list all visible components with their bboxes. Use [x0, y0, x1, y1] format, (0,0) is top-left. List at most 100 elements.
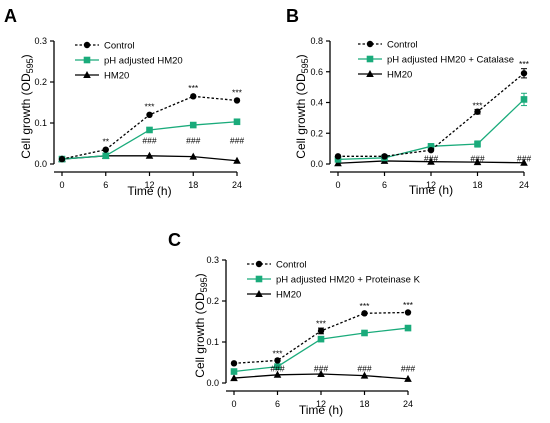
significance-label: ###: [314, 364, 328, 374]
y-axis-title-main: Cell growth (OD: [294, 73, 308, 159]
data-point-circle: [474, 108, 481, 115]
y-tick-label: 0.6: [310, 67, 323, 77]
series-triangle: [230, 369, 412, 382]
data-point-triangle: [427, 157, 435, 165]
significance-label: ***: [232, 87, 243, 97]
significance-label: ###: [186, 136, 200, 146]
data-point-circle: [334, 153, 342, 160]
series-square: [230, 324, 412, 375]
significance-label: ###: [517, 154, 531, 164]
data-point-triangle: [255, 290, 263, 297]
significance-label: ###: [270, 364, 284, 374]
data-point-circle: [230, 360, 238, 367]
y-axis-title-main: Cell growth (OD: [19, 73, 33, 159]
significance-label: ***: [145, 102, 156, 112]
x-tick-label: 6: [275, 399, 280, 409]
data-point-square: [233, 118, 241, 126]
data-point-circle: [381, 153, 388, 160]
x-tick-label: 12: [144, 180, 154, 190]
panel-letter: A: [4, 6, 17, 26]
data-point-triangle: [520, 158, 528, 166]
x-tick-label: 0: [231, 399, 236, 409]
legend-label: Control: [387, 40, 418, 51]
significance-label: ###: [230, 136, 244, 146]
x-tick-label: 18: [188, 180, 198, 190]
data-point-square: [230, 368, 238, 375]
data-point-triangle: [230, 374, 238, 382]
data-point-square: [189, 121, 197, 129]
data-point-triangle: [273, 370, 282, 378]
x-tick-label: 18: [472, 180, 482, 190]
chart-panel-b: B 0.0 0.2 0.4 0.6 0.8 0 6 12 18 24 Time (h) Cell gro…: [286, 6, 531, 197]
chart-panel-c: C 0.0 0.1 0.2 0.3 0 6 12 18 24 Time (h) Cell growth…: [168, 230, 421, 417]
data-point-circle: [404, 309, 412, 316]
y-axis-title-close: ): [294, 54, 308, 58]
y-tick-label: 0.0: [34, 159, 47, 169]
y-axis-title-subscript: 595: [300, 58, 310, 73]
panel-letter: B: [286, 6, 299, 26]
x-axis-title: Time (h): [409, 183, 453, 197]
x-tick-label: 24: [232, 180, 242, 190]
data-point-square: [366, 55, 374, 63]
y-axis-title-close: ): [193, 273, 207, 277]
x-axis-title: Time (h): [127, 184, 171, 198]
x-tick-label: 0: [335, 180, 340, 190]
legend-label: HM20: [276, 290, 301, 301]
significance-label: ***: [403, 300, 414, 310]
data-point-square: [427, 143, 435, 150]
data-point-triangle: [317, 369, 325, 377]
chart-panel-a: A 0.0 0.1 0.2 0.3 0 6 12 18 24 Time (h) Cell growth…: [4, 6, 244, 198]
x-tick-label: 12: [316, 399, 326, 409]
significance-label: **: [102, 136, 109, 146]
data-point-circle: [255, 260, 263, 268]
y-axis-title-subscript: 595: [199, 277, 209, 292]
series-circle: [230, 309, 412, 367]
y-tick-label: 0.1: [206, 337, 219, 347]
data-point-triangle: [366, 70, 374, 77]
y-axis-title-main: Cell growth (OD: [193, 292, 207, 378]
legend-label: pH adjusted HM20 + Proteinase K: [276, 275, 421, 286]
data-point-square: [404, 324, 412, 332]
data-point-circle: [366, 40, 374, 48]
legend-label: Control: [276, 260, 307, 271]
series-triangle: [334, 156, 528, 167]
y-tick-label: 0.1: [34, 118, 47, 128]
significance-label: ###: [470, 154, 484, 164]
panel-letter: C: [168, 230, 181, 250]
data-point-circle: [274, 357, 281, 364]
significance-label: ###: [357, 364, 371, 374]
y-axis-title-subscript: 595: [25, 58, 35, 73]
legend-label: pH adjusted HM20 + Catalase: [387, 55, 514, 66]
data-point-circle: [427, 146, 435, 154]
x-tick-label: 18: [359, 399, 369, 409]
y-axis-title: Cell growth (OD595): [19, 54, 35, 158]
data-point-triangle: [145, 151, 154, 159]
data-point-circle: [361, 310, 368, 317]
data-point-circle: [58, 155, 66, 163]
legend: Control pH adjusted HM20 + Catalase HM20: [358, 40, 514, 81]
legend: Control pH adjusted HM20 HM20: [75, 41, 183, 82]
data-point-square: [317, 335, 325, 343]
series-circle: [58, 93, 241, 163]
data-point-circle: [83, 41, 91, 49]
y-tick-label: 0.0: [206, 378, 219, 388]
significance-label: ***: [360, 301, 371, 311]
data-point-square: [274, 363, 281, 370]
data-point-square: [146, 126, 153, 134]
significance-label: ***: [273, 348, 284, 358]
data-point-circle: [146, 111, 153, 119]
data-point-triangle: [473, 158, 482, 166]
x-tick-label: 6: [382, 180, 387, 190]
data-point-circle: [317, 327, 325, 335]
data-point-triangle: [360, 371, 369, 379]
significance-label: ***: [188, 83, 199, 93]
x-tick-label: 24: [403, 399, 413, 409]
data-point-square: [361, 329, 368, 337]
y-axis-title: Cell growth (OD595): [193, 273, 209, 377]
y-tick-label: 0.4: [310, 98, 323, 108]
significance-label: ***: [473, 101, 484, 111]
data-point-triangle: [404, 374, 412, 382]
x-tick-label: 24: [519, 180, 529, 190]
significance-label: ***: [316, 319, 327, 329]
